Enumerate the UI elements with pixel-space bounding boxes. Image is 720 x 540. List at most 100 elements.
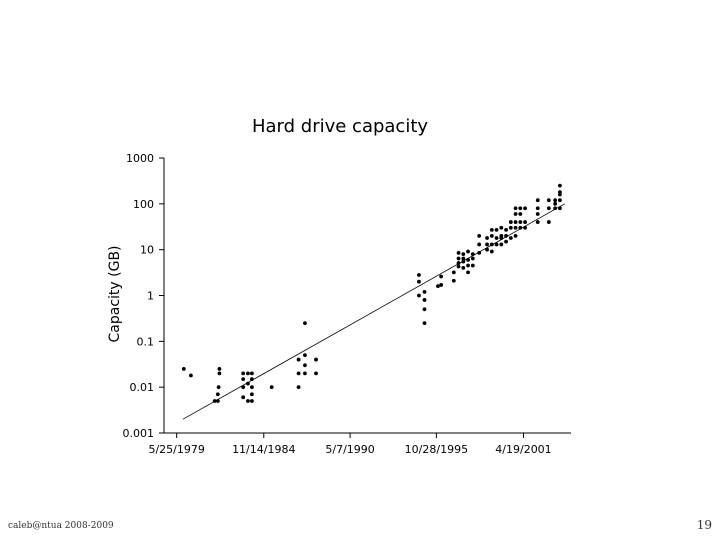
data-point (504, 239, 508, 244)
data-point (477, 242, 482, 247)
data-point (314, 371, 318, 376)
data-point (499, 236, 504, 240)
data-point (485, 242, 489, 247)
data-point (303, 363, 307, 368)
data-point (466, 263, 470, 268)
data-point (451, 278, 456, 283)
data-point (553, 206, 558, 211)
data-point (523, 225, 527, 230)
data-point (513, 206, 518, 211)
data-point (439, 274, 444, 279)
data-point (439, 283, 444, 287)
data-point (241, 395, 246, 400)
data-point (241, 377, 246, 381)
data-point (246, 399, 250, 403)
data-point (535, 206, 540, 211)
data-point (485, 236, 489, 240)
data-point (456, 251, 461, 255)
data-point (518, 212, 523, 216)
data-point (470, 252, 475, 257)
data-point (535, 198, 540, 203)
y-tick-label: 0.01 (130, 381, 155, 394)
x-tick-label: 10/28/1995 (405, 443, 468, 456)
data-point (508, 236, 513, 240)
data-point (215, 392, 220, 397)
data-point (477, 251, 482, 255)
data-point (546, 220, 551, 224)
data-point (518, 225, 523, 230)
data-point (546, 206, 551, 211)
y-tick-label: 1 (147, 290, 154, 303)
data-point (212, 399, 217, 403)
data-point (513, 212, 518, 216)
y-tick-label: 0.001 (123, 427, 155, 440)
data-point (470, 256, 475, 261)
data-point (553, 201, 558, 206)
data-point (518, 220, 523, 224)
data-point (535, 212, 540, 216)
data-point (558, 198, 562, 203)
y-tick-label: 10 (140, 244, 154, 257)
data-point (249, 392, 254, 397)
data-point (553, 198, 558, 203)
data-point (494, 236, 499, 240)
data-point (303, 353, 307, 358)
data-point (217, 371, 222, 376)
data-point (535, 220, 540, 224)
data-point (489, 249, 494, 254)
data-point (217, 367, 222, 371)
data-point (508, 220, 513, 224)
data-point (296, 385, 301, 390)
data-point (513, 233, 518, 238)
x-tick-label: 11/14/1984 (232, 443, 295, 456)
data-point (216, 385, 221, 390)
data-point (296, 357, 301, 362)
data-point (461, 256, 466, 261)
data-point (422, 307, 427, 312)
data-point (523, 220, 527, 224)
data-point (461, 252, 466, 257)
data-point (456, 261, 461, 265)
data-point (523, 206, 527, 211)
data-point (477, 233, 482, 238)
data-point (422, 298, 427, 302)
data-point (504, 227, 508, 232)
data-point (546, 198, 551, 203)
data-point (461, 266, 466, 270)
data-point (518, 206, 523, 211)
data-point (558, 183, 562, 188)
data-point (485, 247, 489, 252)
data-point (513, 225, 518, 230)
data-point (249, 377, 254, 381)
data-point (466, 257, 470, 262)
data-point (249, 385, 254, 390)
data-point (494, 242, 499, 247)
data-point (241, 371, 246, 376)
data-point (422, 289, 427, 294)
data-point (417, 279, 421, 284)
data-point (470, 263, 475, 268)
data-point (246, 381, 250, 386)
y-tick-label: 0.1 (137, 335, 155, 348)
data-point (181, 367, 186, 371)
data-point (249, 371, 254, 376)
data-point (269, 385, 274, 390)
data-point (189, 373, 193, 378)
data-point (303, 321, 307, 325)
data-point (499, 242, 504, 247)
data-point (296, 371, 301, 376)
footer-author: caleb@ntua 2008-2009 (8, 521, 114, 531)
y-tick-label: 100 (133, 198, 154, 211)
data-point (466, 270, 470, 275)
data-point (417, 273, 421, 277)
data-point (417, 293, 421, 298)
data-point (489, 227, 494, 232)
data-point (422, 321, 427, 325)
data-point (436, 284, 440, 289)
x-tick-label: 4/19/2001 (495, 443, 551, 456)
data-point (249, 399, 254, 403)
chart-title: Hard drive capacity (252, 116, 428, 137)
data-point (246, 371, 250, 376)
data-point (489, 242, 494, 247)
